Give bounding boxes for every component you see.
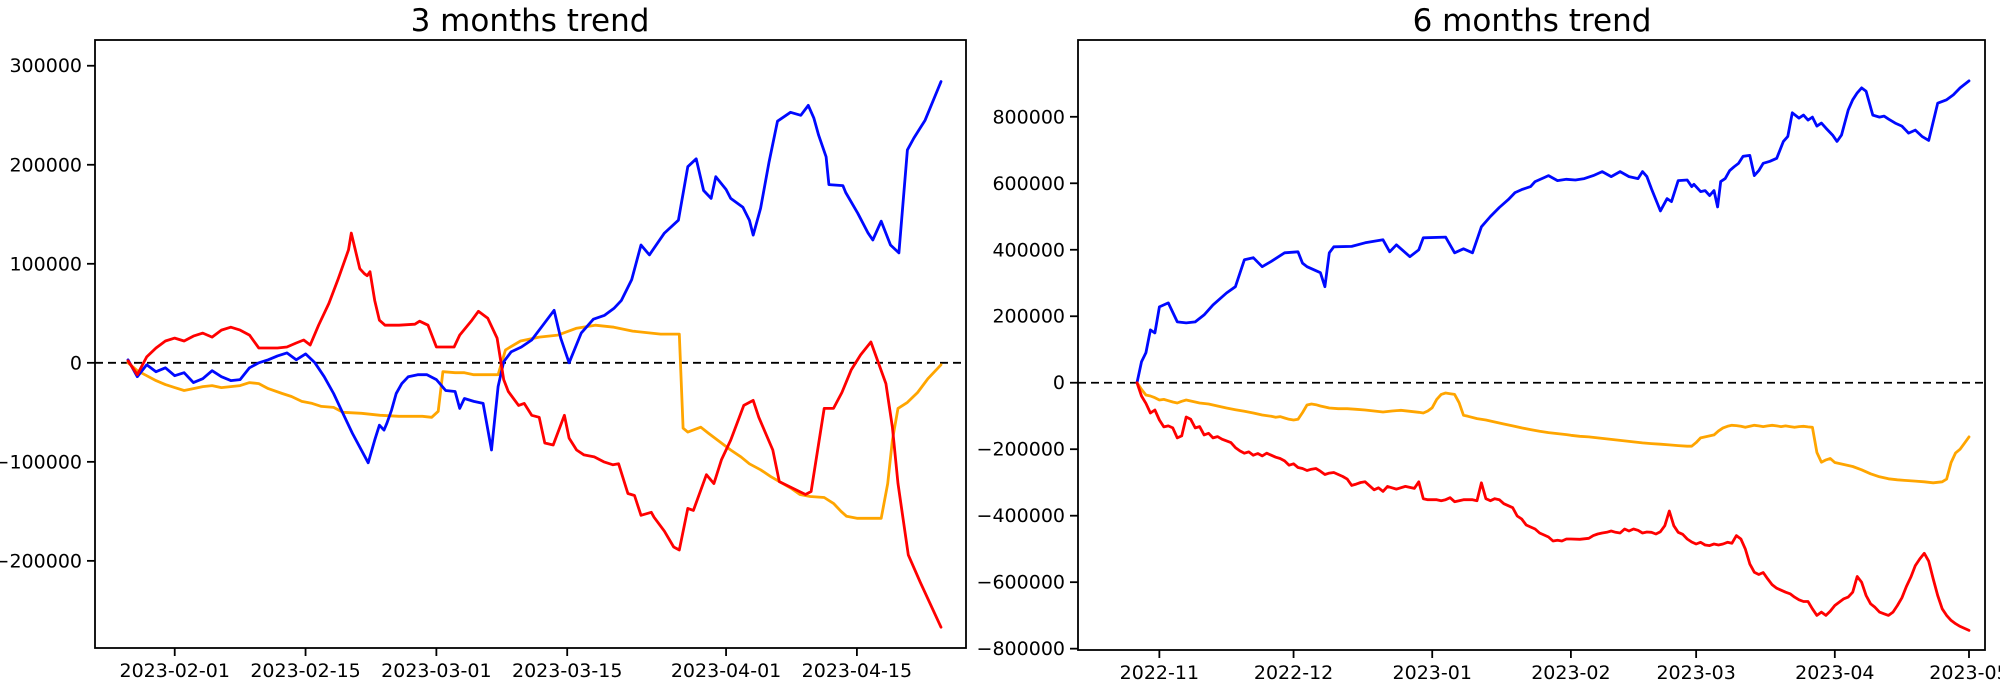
y-tick-label: 100000 [9, 253, 82, 275]
y-tick-label: 300000 [9, 55, 82, 77]
x-tick-label: 2022-12 [1254, 662, 1333, 684]
chart-title-3-months: 3 months trend [411, 3, 650, 39]
x-tick-label: 2023-02-01 [120, 660, 230, 682]
y-tick-label: 200000 [9, 154, 82, 176]
axes-3-months-trend: 300000 200000 100000 0 −100000 −200000 2023-02… [0, 39, 967, 682]
x-tick-label: 2023-03-01 [381, 660, 491, 682]
red-trend-line [126, 231, 943, 629]
y-tick-label: 600000 [992, 173, 1065, 195]
x-tick-label: 2023-02 [1531, 662, 1610, 684]
x-tick-label: 2023-03-15 [512, 660, 622, 682]
orange-trend-line [126, 323, 943, 520]
x-tick-label: 2023-03 [1656, 662, 1735, 684]
x-tick-label: 2023-02-15 [250, 660, 360, 682]
y-tick-label: 200000 [992, 306, 1065, 328]
y-tick-label: −200000 [0, 550, 82, 572]
y-tick-label: 400000 [992, 239, 1065, 261]
red-trend-line [1135, 381, 1971, 632]
y-tick-label: −600000 [977, 572, 1065, 594]
plot-frame [94, 39, 967, 649]
y-tick-label: 800000 [992, 106, 1065, 128]
y-tick-label: −200000 [977, 439, 1065, 461]
y-tick-label: 0 [1053, 372, 1065, 394]
x-tick-label: 2023-01 [1393, 662, 1472, 684]
x-tick-label: 2022-11 [1120, 662, 1199, 684]
y-tick-label: 0 [70, 352, 82, 374]
x-tick-label: 2023-04 [1795, 662, 1874, 684]
blue-trend-line [126, 80, 943, 465]
y-tick-label: −100000 [0, 451, 82, 473]
plot-frame [1077, 39, 1986, 651]
orange-trend-line [1135, 381, 1971, 485]
y-tick-label: −400000 [977, 505, 1065, 527]
chart-title-6-months: 6 months trend [1413, 3, 1652, 39]
blue-trend-line [1135, 79, 1971, 385]
axes-6-months-trend: 800000 600000 400000 200000 0 −200000 −400000 −… [977, 39, 2000, 684]
y-tick-label: −800000 [977, 638, 1065, 660]
x-tick-label: 2023-04-01 [671, 660, 781, 682]
x-tick-label: 2023-04-15 [802, 660, 912, 682]
x-tick-label: 2023-05 [1929, 662, 2000, 684]
